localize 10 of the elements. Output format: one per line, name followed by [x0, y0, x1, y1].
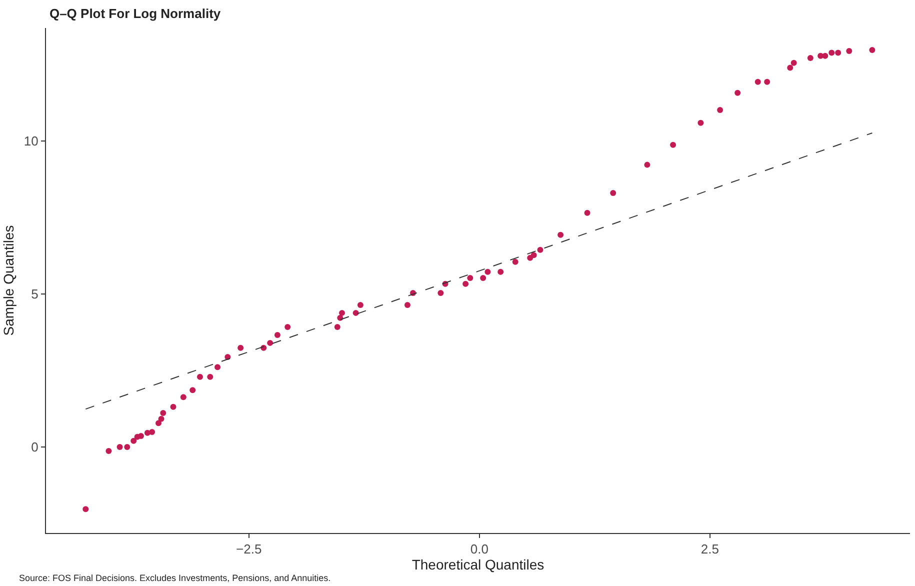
y-tick-label: 0 [31, 440, 38, 455]
y-axis-title: Sample Quantiles [0, 225, 17, 336]
chart-title: Q–Q Plot For Log Normality [49, 6, 222, 21]
x-tick-label: 0.0 [470, 542, 488, 557]
source-note: Source: FOS Final Decisions. Excludes Investments, Pensions, and Annuities. [19, 573, 331, 583]
y-tick-label: 5 [31, 286, 38, 302]
x-tick-label: −2.5 [236, 542, 262, 557]
y-tick-label: 10 [24, 133, 38, 148]
x-axis-title: Theoretical Quantiles [412, 556, 544, 573]
x-tick-label: 2.5 [700, 542, 719, 557]
